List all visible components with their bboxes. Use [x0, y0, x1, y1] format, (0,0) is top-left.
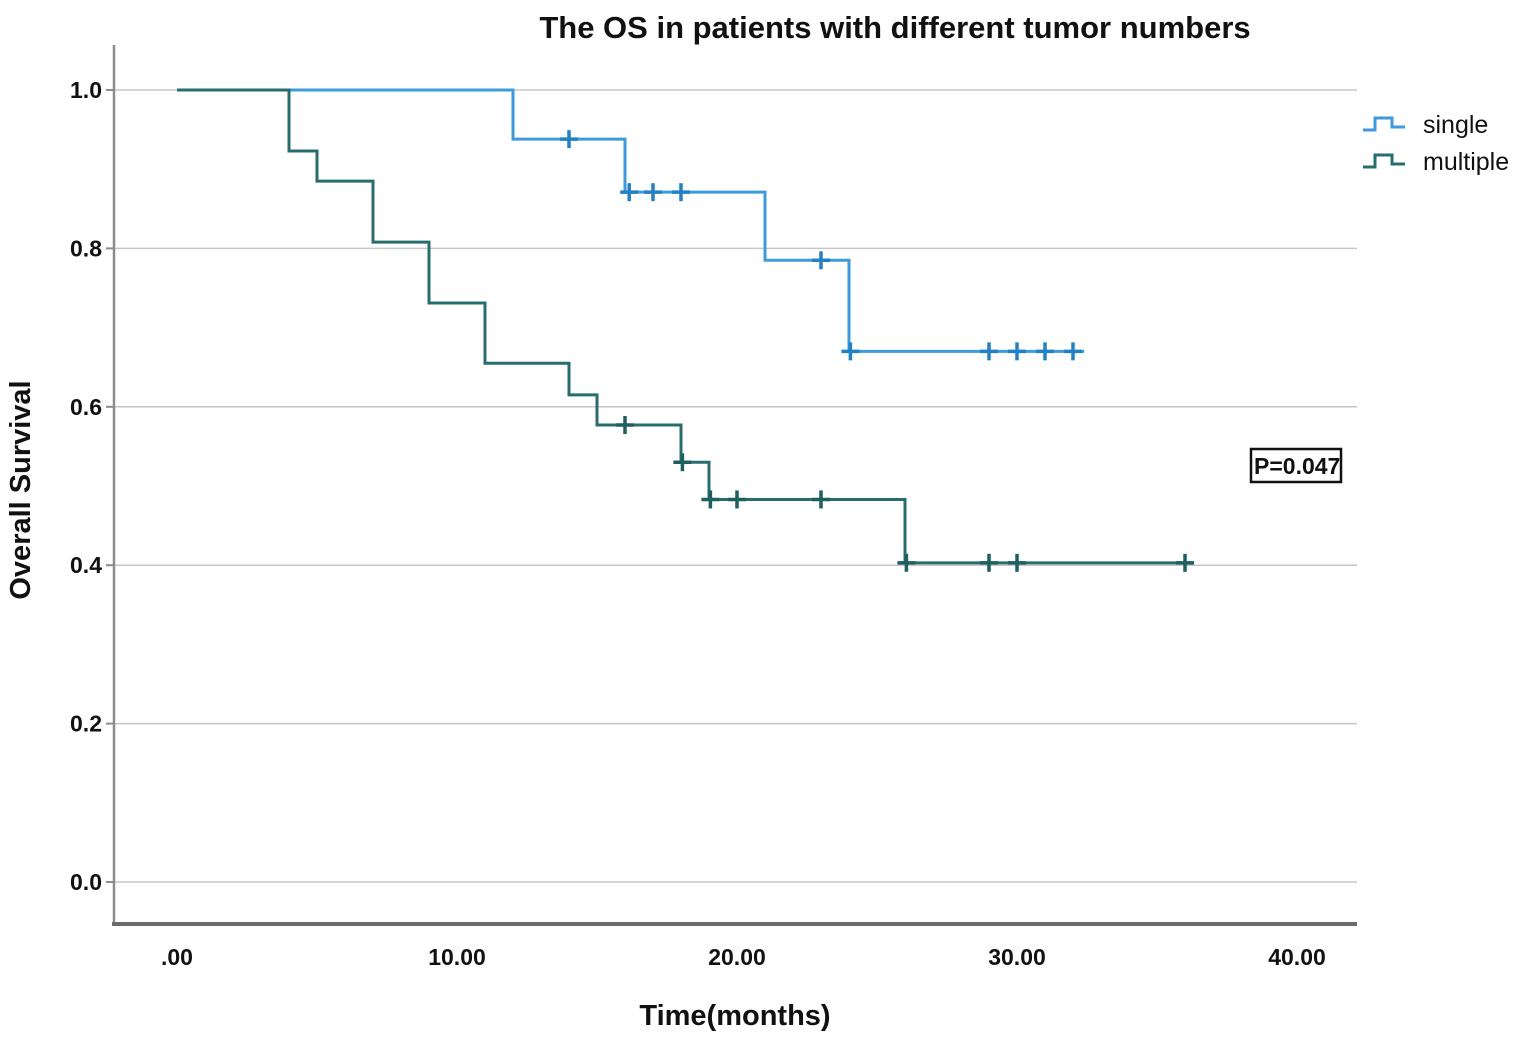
censor-mark-multiple — [897, 553, 916, 572]
censor-mark-multiple — [812, 490, 830, 509]
y-tick-label: 0.4 — [70, 552, 102, 578]
x-tick-label: 30.00 — [988, 944, 1046, 970]
axes-layer — [106, 45, 1357, 926]
censor-mark-single — [980, 342, 998, 361]
legend-item-multiple: multiple — [1363, 148, 1509, 176]
x-tick-label: 10.00 — [428, 944, 486, 970]
single-step-line-icon — [1363, 116, 1405, 132]
x-tick-label: .00 — [161, 944, 193, 970]
x-axis-label: Time(months) — [639, 1000, 830, 1032]
censor-mark-single — [1064, 342, 1082, 361]
censor-mark-multiple — [701, 490, 720, 509]
y-tick-label: 0.6 — [70, 394, 102, 420]
survival-curves-layer — [177, 88, 1194, 572]
censor-mark-single — [1036, 342, 1054, 361]
censor-mark-multiple — [1176, 553, 1194, 572]
censor-mark-single — [620, 183, 639, 202]
x-tick-label: 20.00 — [708, 944, 766, 970]
legend-label-single: single — [1423, 111, 1488, 139]
survival-curve-multiple — [177, 88, 1194, 565]
y-tick-label: 0.2 — [70, 711, 102, 737]
censor-mark-multiple — [980, 553, 998, 572]
censor-mark-single — [1008, 342, 1026, 361]
tick-labels-layer: 1.0 0.8 0.6 0.4 0.2 0.0 .00 10.00 20.00 30.00 40.0… — [70, 77, 1326, 970]
censor-mark-single — [644, 183, 662, 202]
y-axis-label: Overall Survival — [5, 380, 37, 599]
chart-title: The OS in patients with different tumor … — [539, 10, 1250, 45]
p-value-annotation: P=0.047 — [1249, 447, 1343, 484]
censor-mark-multiple — [1008, 553, 1026, 572]
y-tick-label: 0.8 — [70, 235, 102, 261]
gridlines-layer — [114, 89, 1357, 883]
multiple-step-line-icon — [1363, 153, 1405, 169]
legend: single multiple — [1363, 111, 1509, 176]
p-value-box — [1249, 447, 1343, 484]
p-value-text: P=0.047 — [1254, 453, 1340, 479]
censor-mark-single — [560, 130, 578, 149]
censor-mark-multiple — [616, 416, 634, 435]
legend-label-multiple: multiple — [1423, 148, 1509, 176]
censor-mark-single — [672, 183, 690, 202]
legend-item-single: single — [1363, 111, 1488, 139]
y-tick-label: 0.0 — [70, 869, 102, 895]
y-tick-label: 1.0 — [70, 77, 102, 103]
censor-mark-single — [812, 251, 830, 270]
censor-mark-single — [841, 342, 860, 361]
censor-mark-multiple — [673, 453, 692, 472]
x-tick-label: 40.00 — [1268, 944, 1326, 970]
censor-mark-multiple — [728, 490, 746, 509]
survival-curve-single — [177, 88, 1085, 353]
